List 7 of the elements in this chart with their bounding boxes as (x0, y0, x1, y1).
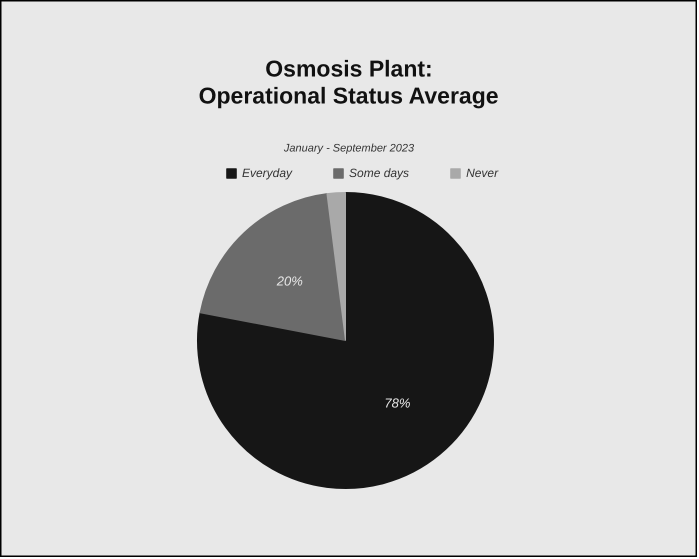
data-label: 78% (384, 396, 410, 411)
legend-label: Everyday (242, 166, 292, 180)
chart-title: Osmosis Plant: Operational Status Average (198, 56, 499, 108)
legend-label: Never (466, 166, 498, 180)
chart-subtitle: January - September 2023 (282, 142, 416, 154)
data-label: 20% (276, 274, 303, 289)
legend-label: Some days (349, 166, 410, 180)
